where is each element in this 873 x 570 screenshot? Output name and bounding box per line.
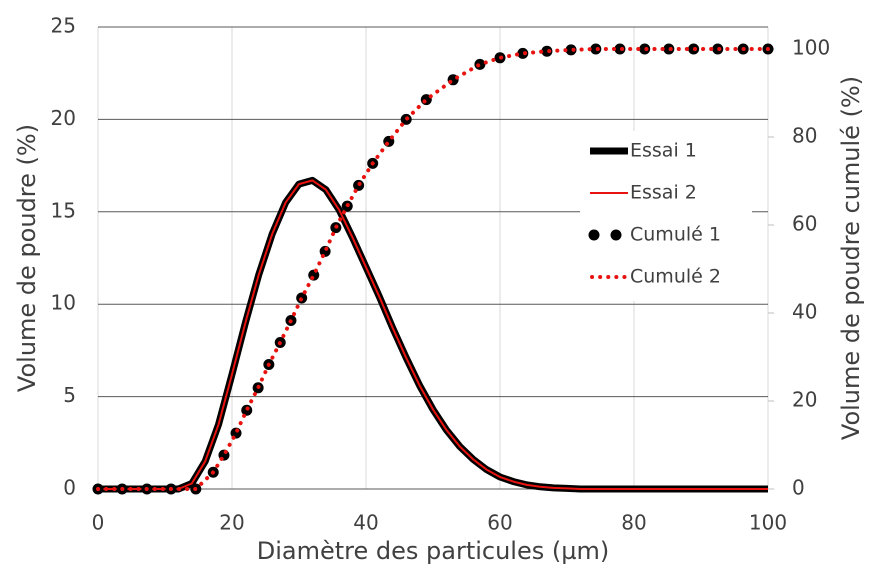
x-tick-label: 100 [749,511,787,535]
y2-tick-label: 0 [792,476,805,500]
series-dot [541,45,553,57]
y-tick-label: 0 [63,476,76,500]
legend-background [580,131,752,301]
x-tick-label: 80 [621,511,646,535]
y-tick-label: 5 [63,383,76,407]
y2-tick-label: 100 [792,36,830,60]
y2-tick-label: 40 [792,300,817,324]
y-tick-label: 10 [51,291,76,315]
x-tick-label: 40 [353,511,378,535]
legend-label: Essai 1 [630,140,697,162]
y-tick-label: 25 [51,14,76,38]
legend-label: Cumulé 1 [630,224,721,246]
y-tick-label: 20 [51,106,76,130]
y2-tick-label: 20 [792,388,817,412]
series-line [98,179,768,490]
y2-axis-title: Volume de poudre cumulé (%) [837,76,865,440]
series-dot [614,43,626,55]
legend-swatch [610,229,622,241]
y-axis-title: Volume de poudre (%) [13,124,41,392]
series-dot [565,44,577,56]
legend-label: Essai 2 [630,182,697,204]
y-tick-label: 15 [51,198,76,222]
series-dot [517,47,529,59]
legend-label: Cumulé 2 [630,266,721,288]
y2-tick-label: 60 [792,212,817,236]
y2-tick-label: 80 [792,124,817,148]
x-axis-title: Diamètre des particules (µm) [257,537,610,565]
x-tick-label: 20 [219,511,244,535]
x-tick-label: 0 [92,511,105,535]
series-dotted-line [96,47,770,491]
x-tick-label: 60 [487,511,512,535]
legend-swatch [588,229,600,241]
